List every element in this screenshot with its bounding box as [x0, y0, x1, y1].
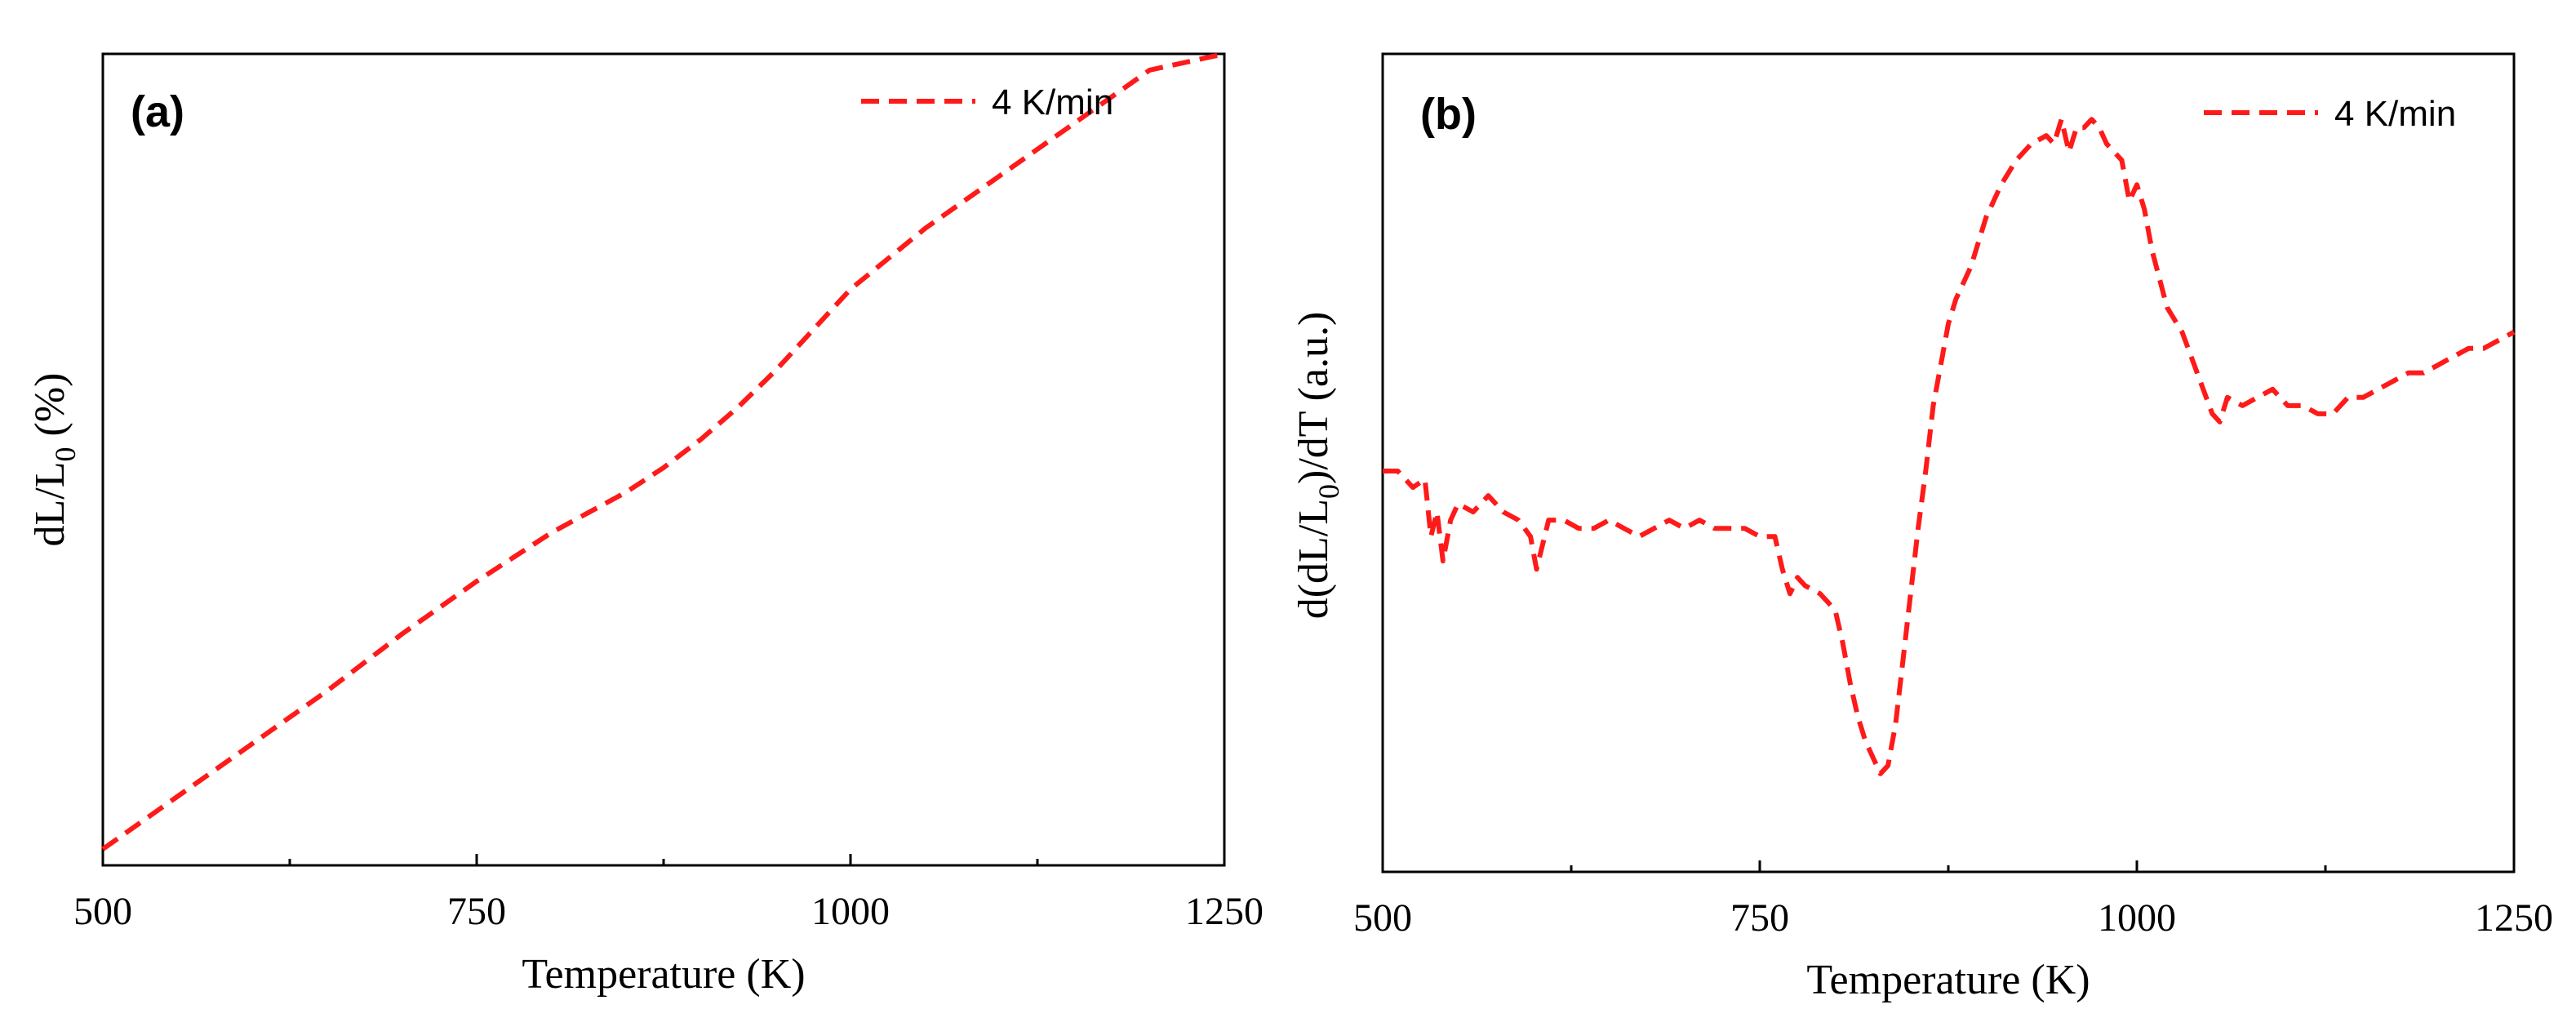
x-tick-label: 750	[1730, 896, 1789, 940]
x-tick-label: 750	[447, 890, 506, 933]
legend-label-b: 4 K/min	[2334, 94, 2456, 134]
series-line-a	[101, 51, 1225, 851]
x-ticks-a	[101, 854, 1226, 865]
x-tick-label: 1250	[2475, 896, 2553, 940]
x-tick-label: 500	[73, 890, 132, 933]
x-axis-title-b: Temperature (K)	[1806, 957, 2090, 1003]
x-tick-label: 1250	[1185, 890, 1264, 933]
x-ticks-b	[1381, 860, 2516, 872]
y-axis-title-b: d(dL/L0)/dT (a.u.)	[1290, 312, 1345, 620]
x-tick-label: 1000	[2098, 896, 2176, 940]
x-tick-labels-a: 500 750 1000 1250	[73, 890, 1264, 933]
x-tick-label: 1000	[811, 890, 890, 933]
plot-frame-a	[101, 52, 1226, 867]
legend-label-a: 4 K/min	[992, 82, 1113, 122]
panel-b: 500 750 1000 1250 (b) 4 K/min Temperature (…	[1290, 52, 2553, 1003]
panel-label-b: (b)	[1420, 90, 1477, 139]
x-tick-label: 500	[1353, 896, 1412, 940]
panel-label-a: (a)	[131, 87, 184, 136]
series-line-b	[1383, 117, 2516, 776]
x-axis-title-a: Temperature (K)	[522, 951, 805, 998]
y-axis-title-a: dL/L0 (%)	[27, 373, 82, 547]
x-tick-labels-b: 500 750 1000 1250	[1353, 896, 2553, 940]
panel-a: 500 750 1000 1250 (a) 4 K/min Temperature (…	[27, 51, 1264, 998]
plot-frame-b	[1381, 52, 2516, 874]
